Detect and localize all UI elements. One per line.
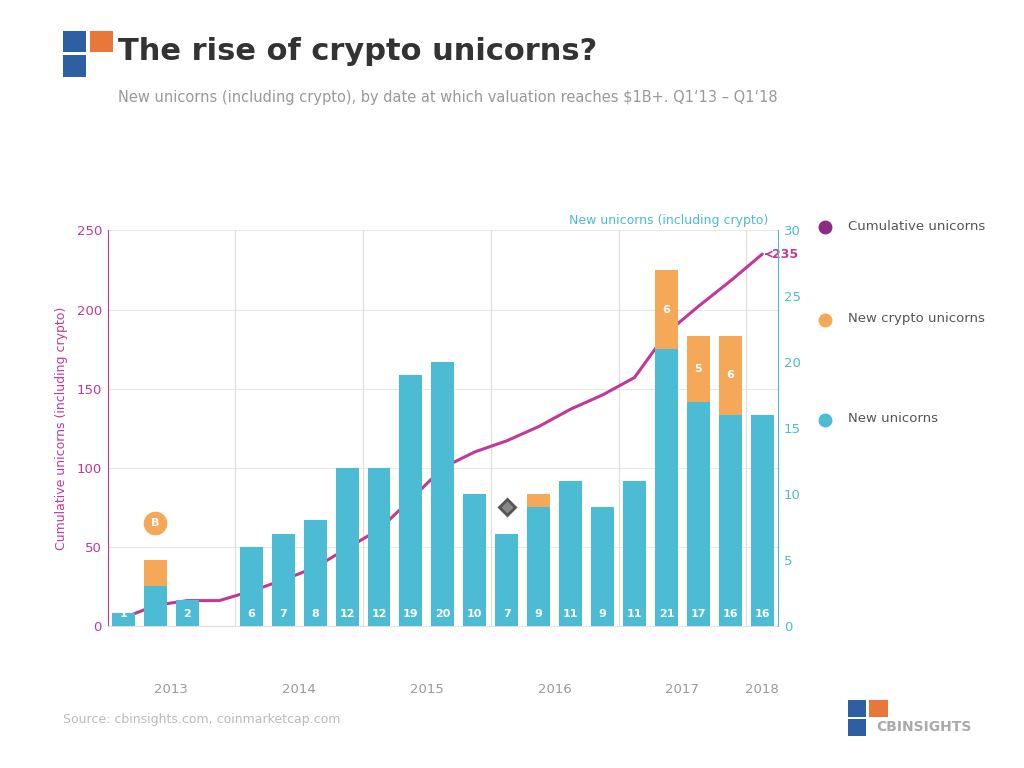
- Text: New crypto unicorns: New crypto unicorns: [848, 313, 985, 325]
- Text: 9: 9: [599, 609, 606, 619]
- Text: 11: 11: [563, 609, 579, 619]
- Bar: [687, 336, 710, 402]
- Text: 2018: 2018: [745, 684, 779, 697]
- Text: 5: 5: [694, 364, 702, 374]
- Text: 2015: 2015: [410, 684, 443, 697]
- Bar: [591, 508, 614, 626]
- Bar: [336, 468, 358, 626]
- Text: 235: 235: [766, 247, 798, 260]
- Text: 8: 8: [311, 609, 319, 619]
- Text: 20: 20: [435, 609, 451, 619]
- Text: B: B: [152, 518, 160, 528]
- Bar: [368, 468, 390, 626]
- Bar: [496, 534, 518, 626]
- Text: 12: 12: [339, 609, 354, 619]
- Text: 1: 1: [120, 609, 127, 619]
- Text: 6: 6: [248, 609, 255, 619]
- Bar: [655, 270, 678, 349]
- Text: New unicorns (including crypto), by date at which valuation reaches $1B+. Q1‘13 : New unicorns (including crypto), by date…: [118, 90, 777, 105]
- Bar: [655, 349, 678, 626]
- Bar: [623, 481, 646, 626]
- Text: 16: 16: [755, 609, 770, 619]
- Bar: [559, 481, 582, 626]
- Text: 12: 12: [372, 609, 387, 619]
- Text: New unicorns (including crypto): New unicorns (including crypto): [568, 214, 768, 227]
- Text: 19: 19: [403, 609, 419, 619]
- Text: 16: 16: [723, 609, 738, 619]
- Text: 2013: 2013: [155, 684, 188, 697]
- Bar: [719, 415, 741, 626]
- Bar: [176, 600, 199, 626]
- Text: 6: 6: [726, 370, 734, 380]
- Text: 10: 10: [467, 609, 482, 619]
- Text: 2016: 2016: [538, 684, 571, 697]
- Bar: [431, 362, 455, 626]
- Bar: [687, 402, 710, 626]
- Bar: [719, 336, 741, 415]
- Bar: [144, 560, 167, 587]
- Text: 21: 21: [658, 609, 674, 619]
- Text: CBINSIGHTS: CBINSIGHTS: [877, 720, 972, 734]
- Bar: [399, 376, 423, 626]
- Bar: [240, 547, 263, 626]
- Text: 7: 7: [280, 609, 287, 619]
- Text: 2014: 2014: [283, 684, 316, 697]
- Bar: [527, 508, 550, 626]
- Text: New unicorns: New unicorns: [848, 412, 938, 425]
- Text: Cumulative unicorns: Cumulative unicorns: [848, 220, 985, 233]
- Text: 17: 17: [690, 609, 707, 619]
- Bar: [304, 521, 327, 626]
- Text: 11: 11: [627, 609, 642, 619]
- Bar: [112, 613, 135, 626]
- Text: The rise of crypto unicorns?: The rise of crypto unicorns?: [118, 37, 597, 66]
- Bar: [144, 587, 167, 626]
- Text: 7: 7: [503, 609, 511, 619]
- Bar: [271, 534, 295, 626]
- Y-axis label: Cumulative unicorns (including crypto): Cumulative unicorns (including crypto): [55, 306, 69, 550]
- Text: 9: 9: [535, 609, 543, 619]
- Bar: [527, 494, 550, 508]
- Text: 2: 2: [183, 609, 191, 619]
- Bar: [463, 494, 486, 626]
- Text: Source: cbinsights.com, coinmarketcap.com: Source: cbinsights.com, coinmarketcap.co…: [63, 713, 341, 726]
- Bar: [751, 415, 774, 626]
- Text: 2017: 2017: [666, 684, 699, 697]
- Text: 6: 6: [663, 304, 671, 315]
